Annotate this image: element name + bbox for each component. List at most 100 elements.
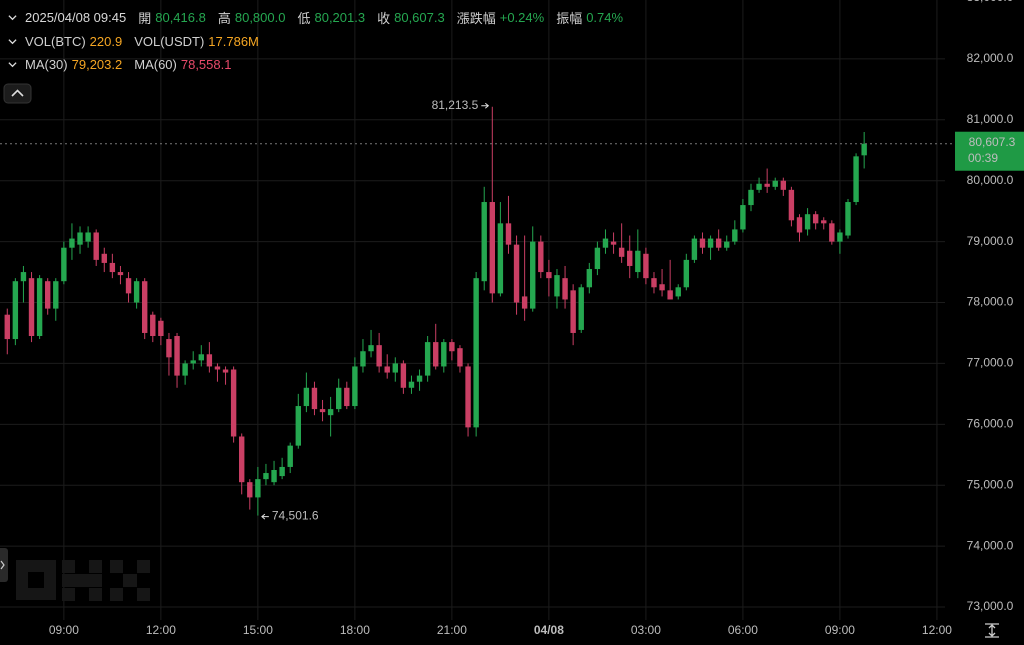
candle xyxy=(287,442,293,474)
collapse-button[interactable] xyxy=(3,83,32,104)
candle xyxy=(651,272,657,294)
x-tick-label: 15:00 xyxy=(243,623,273,637)
candle-body xyxy=(578,287,584,330)
candle-body xyxy=(77,232,83,245)
candle-body xyxy=(36,278,43,337)
candle-body xyxy=(861,143,867,156)
field-value: 80,201.3 xyxy=(314,10,366,26)
candle-body xyxy=(538,241,544,273)
candle-body xyxy=(796,217,803,233)
candle xyxy=(214,363,221,382)
candle xyxy=(85,226,91,248)
candle-body xyxy=(473,278,479,428)
candle xyxy=(384,354,390,379)
candle-body xyxy=(336,387,342,410)
candle-body xyxy=(166,339,172,358)
header: 2025/04/08 09:45 開 80,416.8 高 80,800.0 低 80,2… xyxy=(8,6,635,77)
candle xyxy=(133,278,140,309)
grid xyxy=(0,0,945,620)
extreme-arrow xyxy=(261,513,269,520)
extreme-label: 74,501.6 xyxy=(272,509,319,523)
logo-block xyxy=(28,572,44,588)
button-box[interactable] xyxy=(3,83,32,104)
candle xyxy=(683,253,690,291)
candle xyxy=(570,284,576,346)
candle-body xyxy=(174,336,180,376)
candle-body xyxy=(263,473,269,480)
indicator-value: 79,203.2 xyxy=(71,57,123,73)
last-price-tag xyxy=(955,131,1024,171)
last-price-label: 80,607.3 xyxy=(969,135,1016,149)
candle-body xyxy=(521,296,528,309)
candle-body xyxy=(683,259,690,288)
candle-body xyxy=(441,342,447,367)
candle-body xyxy=(85,232,91,242)
extreme-label: 81,213.5 xyxy=(432,98,479,112)
candle xyxy=(247,479,253,510)
candle-body xyxy=(392,363,398,373)
candle-body xyxy=(675,287,681,297)
candle xyxy=(635,229,641,279)
candle xyxy=(578,284,584,333)
candle xyxy=(441,339,447,373)
y-tick-label: 81,000.0 xyxy=(967,112,1014,126)
candle-body xyxy=(449,342,455,352)
candle xyxy=(481,186,487,291)
indicator-label: MA(60) xyxy=(134,57,177,73)
candle xyxy=(586,262,593,294)
chevron[interactable] xyxy=(8,37,17,46)
candle-body xyxy=(255,479,261,498)
candle-body xyxy=(489,202,496,294)
measure-icon[interactable] xyxy=(985,623,999,638)
candle xyxy=(255,466,261,516)
candle-body xyxy=(368,345,374,352)
candle-body xyxy=(133,281,140,303)
candle xyxy=(675,284,681,300)
field-value: 80,800.0 xyxy=(234,10,286,26)
candle-body xyxy=(594,247,601,270)
candle xyxy=(489,106,496,303)
field-label: 低 xyxy=(297,11,311,27)
candle-body xyxy=(724,241,730,248)
candle xyxy=(667,259,673,300)
candle xyxy=(643,247,649,285)
candle xyxy=(505,195,512,254)
y-tick-label: 80,000.0 xyxy=(967,173,1014,187)
side-tab[interactable] xyxy=(0,548,8,582)
y-tick-label: 75,000.0 xyxy=(967,477,1014,491)
x-tick-label: 03:00 xyxy=(631,623,661,637)
field-label: 開 xyxy=(138,11,152,27)
candle xyxy=(788,186,795,227)
candle xyxy=(44,278,51,315)
candle-body xyxy=(295,406,301,446)
candle xyxy=(821,217,827,230)
candle-body xyxy=(465,366,471,428)
x-tick-label: 18:00 xyxy=(340,623,370,637)
x-tick-label: 09:00 xyxy=(825,623,855,637)
extreme-arrow xyxy=(481,102,490,109)
field-value: 80,416.8 xyxy=(155,10,206,26)
candle-body xyxy=(554,275,560,297)
candle-body xyxy=(327,409,334,416)
candle-body xyxy=(214,366,221,370)
candle xyxy=(554,269,560,309)
candle-body xyxy=(230,369,237,437)
candle xyxy=(691,235,698,263)
candle-body xyxy=(788,189,795,221)
candle-body xyxy=(804,214,811,230)
candle-body xyxy=(125,278,132,294)
candle-body xyxy=(28,278,35,337)
candle xyxy=(311,381,318,416)
indicator-label: VOL(USDT) xyxy=(134,33,205,49)
candle xyxy=(546,259,552,297)
y-tick-label: 74,000.0 xyxy=(967,538,1014,552)
x-tick-label: 12:00 xyxy=(922,623,952,637)
candle xyxy=(190,351,196,370)
y-tick-label: 78,000.0 xyxy=(967,295,1014,309)
candle-body xyxy=(570,290,576,333)
candle-body xyxy=(287,445,293,467)
chevron[interactable] xyxy=(8,13,17,22)
chevron[interactable] xyxy=(8,60,17,69)
candle-body xyxy=(667,290,673,300)
measure-button[interactable] xyxy=(985,623,999,638)
